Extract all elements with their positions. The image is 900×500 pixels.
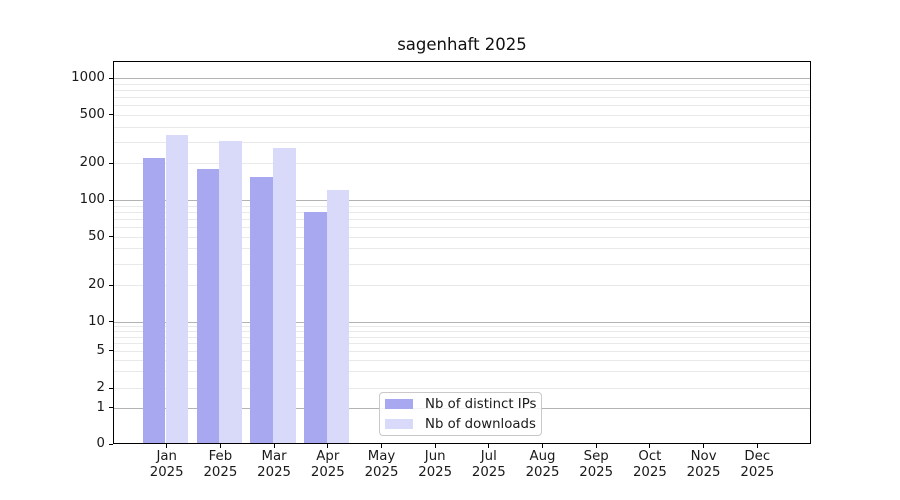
y-tick-label: 50: [88, 228, 105, 244]
legend-label: Nb of downloads: [425, 416, 536, 432]
x-tick-mark: [595, 444, 597, 448]
minor-gridline: [114, 218, 810, 220]
legend-item-distinct-ips: Nb of distinct IPs: [385, 396, 541, 413]
bar-distinct-ips-apr: [304, 211, 327, 444]
y-tick-mark: [109, 162, 113, 164]
y-tick-mark: [109, 387, 113, 389]
minor-gridline: [114, 205, 810, 207]
y-tick-mark: [109, 236, 113, 238]
minor-gridline: [114, 263, 810, 265]
legend-swatch-icon: [385, 399, 413, 409]
bar-downloads-feb: [219, 141, 242, 444]
minor-gridline: [114, 388, 810, 389]
minor-gridline: [114, 97, 810, 99]
minor-gridline: [114, 141, 810, 143]
y-tick-mark: [109, 114, 113, 116]
x-tick-label: Jun 2025: [418, 449, 453, 480]
x-tick-mark: [649, 444, 651, 448]
minor-gridline: [114, 326, 810, 328]
x-tick-mark: [703, 444, 705, 448]
minor-gridline: [114, 163, 810, 165]
x-tick-label: Sep 2025: [579, 449, 614, 480]
minor-gridline: [114, 236, 810, 238]
major-gridline: [114, 321, 810, 323]
legend-label: Nb of distinct IPs: [425, 396, 537, 412]
chart-title: sagenhaft 2025: [397, 35, 527, 54]
y-tick-label: 20: [88, 277, 105, 293]
y-tick-mark: [109, 77, 113, 79]
x-tick-label: Jul 2025: [471, 449, 506, 480]
minor-gridline: [114, 331, 810, 332]
x-tick-label: Dec 2025: [740, 449, 775, 480]
y-tick-mark: [109, 350, 113, 351]
x-tick-label: Mar 2025: [257, 449, 292, 480]
bar-downloads-mar: [273, 147, 296, 444]
y-tick-label: 1: [96, 399, 105, 415]
major-gridline: [114, 78, 810, 80]
minor-gridline: [114, 336, 810, 338]
bar-distinct-ips-feb: [196, 168, 220, 444]
x-tick-label: Feb 2025: [203, 449, 238, 480]
y-tick-mark: [109, 199, 113, 201]
x-tick-label: Nov 2025: [686, 449, 721, 480]
minor-gridline: [114, 227, 810, 228]
y-tick-mark: [109, 407, 113, 408]
minor-gridline: [114, 371, 810, 373]
x-tick-label: Oct 2025: [632, 449, 667, 480]
x-tick-mark: [488, 444, 490, 448]
y-tick-label: 100: [79, 192, 105, 207]
minor-gridline: [114, 83, 810, 85]
minor-gridline: [114, 342, 810, 344]
y-tick-label: 10: [88, 313, 105, 329]
y-tick-label: 0: [96, 436, 105, 452]
x-tick-label: Jan 2025: [149, 449, 184, 480]
y-tick-label: 2: [96, 380, 105, 395]
y-tick-label: 200: [79, 155, 105, 171]
x-tick-mark: [327, 444, 329, 448]
x-tick-mark: [166, 444, 168, 448]
bar-downloads-apr: [326, 190, 350, 444]
minor-gridline: [114, 359, 810, 361]
x-tick-mark: [434, 444, 436, 448]
x-tick-mark: [542, 444, 543, 448]
minor-gridline: [114, 114, 810, 116]
minor-gridline: [114, 90, 810, 92]
x-tick-mark: [219, 444, 221, 448]
y-tick-mark: [109, 284, 113, 286]
minor-gridline: [114, 211, 810, 213]
y-tick-label: 500: [79, 106, 105, 122]
minor-gridline: [114, 105, 810, 107]
legend: Nb of distinct IPs Nb of downloads: [379, 392, 542, 436]
x-tick-label: May 2025: [364, 449, 399, 480]
y-tick-mark: [109, 321, 113, 323]
major-gridline: [114, 200, 810, 201]
bar-distinct-ips-jan: [142, 158, 166, 444]
minor-gridline: [114, 248, 810, 250]
y-tick-mark: [109, 443, 113, 445]
x-tick-label: Aug 2025: [525, 449, 560, 480]
x-tick-mark: [273, 444, 275, 448]
minor-gridline: [114, 285, 810, 287]
plot-area: [113, 61, 811, 444]
y-tick-label: 5: [96, 342, 105, 358]
bar-distinct-ips-mar: [250, 176, 273, 444]
x-tick-mark: [756, 444, 758, 448]
legend-item-downloads: Nb of downloads: [385, 416, 541, 433]
x-tick-label: Apr 2025: [310, 449, 345, 480]
minor-gridline: [114, 350, 810, 352]
minor-gridline: [114, 126, 810, 128]
x-tick-mark: [381, 444, 382, 448]
y-tick-label: 1000: [71, 70, 105, 86]
legend-swatch-icon: [385, 419, 413, 429]
bar-downloads-jan: [165, 135, 189, 444]
